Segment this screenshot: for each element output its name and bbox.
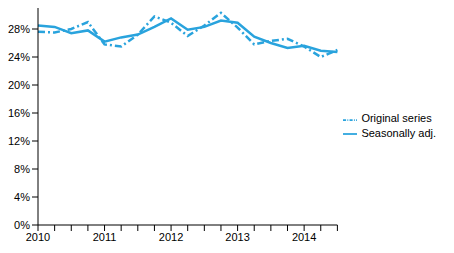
svg-text:2014: 2014 [292,231,316,243]
html-text:Seasonally adj.: Seasonally adj. [361,126,436,139]
svg-text:2012: 2012 [159,231,183,243]
svg-text:8%: 8% [14,163,30,175]
svg-text:24%: 24% [8,51,30,63]
svg-text:28%: 28% [8,23,30,35]
svg-text:20%: 20% [8,79,30,91]
svg-text:2011: 2011 [93,231,117,243]
svg-text:0%: 0% [14,219,30,231]
svg-text:2010: 2010 [26,231,50,243]
svg-text:12%: 12% [8,135,30,147]
svg-text:2013: 2013 [225,231,249,243]
svg-text:4%: 4% [14,191,30,203]
svg-text:16%: 16% [8,107,30,119]
html-text:Original series: Original series [361,112,432,125]
